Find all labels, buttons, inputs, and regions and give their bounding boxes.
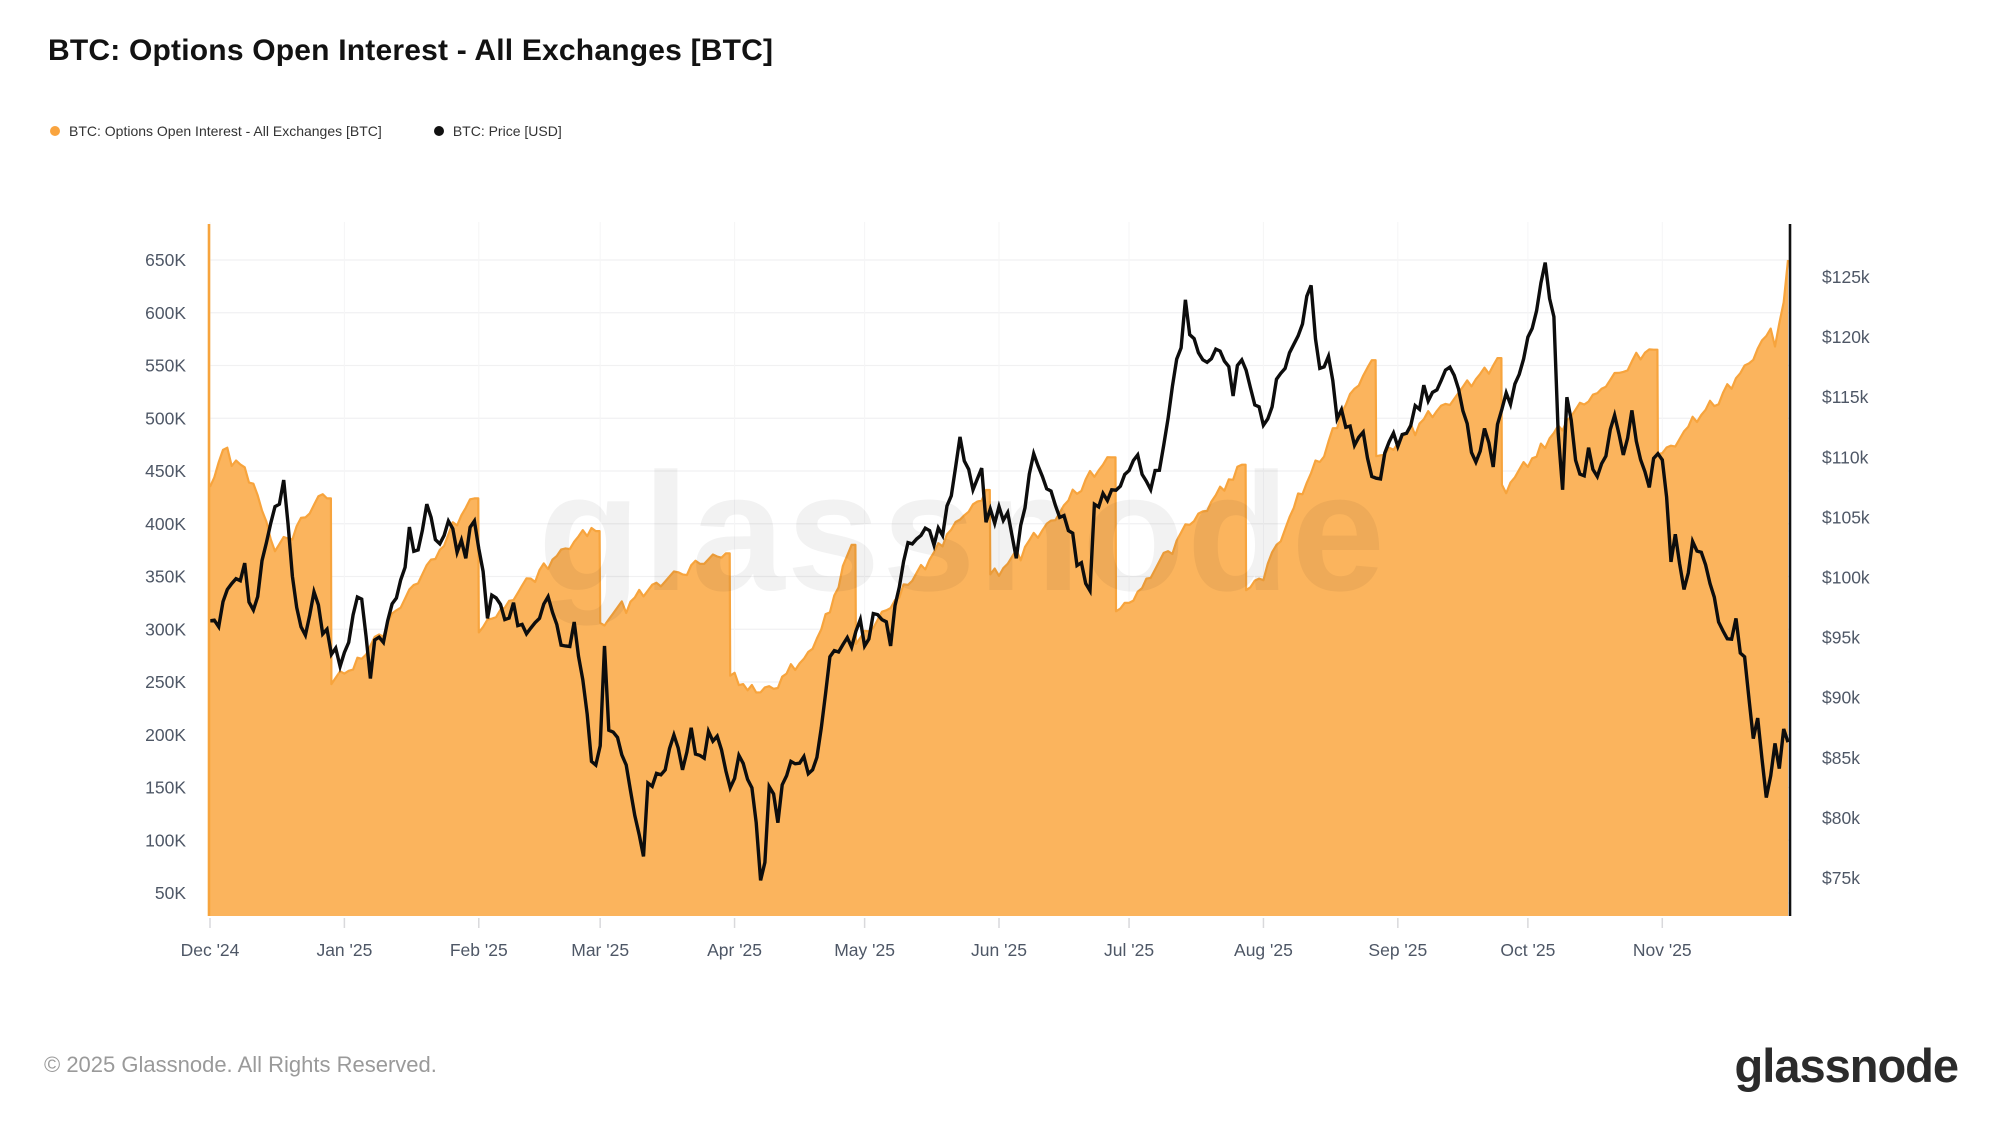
left-axis-label: 550K xyxy=(145,356,186,376)
left-axis-label: 200K xyxy=(145,725,186,745)
right-axis-label: $80k xyxy=(1822,808,1860,828)
right-axis-label: $105k xyxy=(1822,507,1870,527)
legend-label-open-interest: BTC: Options Open Interest - All Exchang… xyxy=(69,123,382,139)
btc-price-line-series xyxy=(209,262,1790,881)
left-axis-label: 300K xyxy=(145,619,186,639)
left-axis-label: 100K xyxy=(145,830,186,850)
left-axis-label: 50K xyxy=(155,883,186,903)
right-axis-label: $115k xyxy=(1822,387,1869,407)
left-axis-labels: 650K 600K 550K 500K 450K 400K 350K 300K 250K 200K… xyxy=(145,250,186,903)
x-axis-label: May '25 xyxy=(834,940,895,960)
left-axis-label: 500K xyxy=(145,408,186,428)
x-axis-label: Jun '25 xyxy=(971,940,1027,960)
x-axis-label: Jul '25 xyxy=(1104,940,1154,960)
x-axis-label: Oct '25 xyxy=(1500,940,1555,960)
right-axis-label: $85k xyxy=(1822,748,1860,768)
chart-legend: BTC: Options Open Interest - All Exchang… xyxy=(50,123,562,139)
right-axis-labels: $125k $120k $115k $110k $105k $100k $95k $90k $8… xyxy=(1822,267,1870,888)
right-axis-label: $125k xyxy=(1822,267,1870,287)
left-axis-label: 600K xyxy=(145,303,186,323)
legend-label-price: BTC: Price [USD] xyxy=(452,123,562,139)
legend-item-open-interest[interactable]: BTC: Options Open Interest - All Exchang… xyxy=(50,123,382,139)
glassnode-logo: glassnode xyxy=(1734,1039,1959,1092)
x-axis-label: Feb '25 xyxy=(450,940,508,960)
right-axis-label: $100k xyxy=(1822,568,1870,588)
left-axis-label: 250K xyxy=(145,672,186,692)
right-axis-label: $75k xyxy=(1822,868,1860,888)
x-axis-label: Apr '25 xyxy=(707,940,762,960)
x-axis: Dec '24 Jan '25 Feb '25 Mar '25 Apr '25 May '… xyxy=(181,918,1692,960)
x-axis-label: Jan '25 xyxy=(316,940,372,960)
open-interest-area-series xyxy=(208,259,1790,916)
x-axis-label: Nov '25 xyxy=(1633,940,1692,960)
right-axis-label: $95k xyxy=(1822,628,1860,648)
legend-item-price[interactable]: BTC: Price [USD] xyxy=(433,123,562,139)
legend-dot-price-icon xyxy=(433,126,444,136)
chart-hover-region[interactable] xyxy=(210,222,1788,916)
right-axis-label: $110k xyxy=(1822,447,1869,467)
page-title: BTC: Options Open Interest - All Exchang… xyxy=(48,34,774,67)
left-axis-label: 650K xyxy=(145,250,186,270)
left-axis-label: 400K xyxy=(145,514,186,534)
left-axis-label: 150K xyxy=(145,778,186,798)
right-axis-label: $120k xyxy=(1822,327,1870,347)
x-axis-label: Sep '25 xyxy=(1368,940,1427,960)
x-axis-label: Aug '25 xyxy=(1234,940,1293,960)
left-axis-label: 350K xyxy=(145,567,186,587)
left-axis-label: 450K xyxy=(145,461,186,481)
copyright-text: © 2025 Glassnode. All Rights Reserved. xyxy=(44,1052,437,1077)
right-axis-label: $90k xyxy=(1822,688,1860,708)
x-axis-label: Dec '24 xyxy=(181,940,240,960)
x-axis-label: Mar '25 xyxy=(571,940,629,960)
legend-dot-open-interest-icon xyxy=(50,126,60,136)
